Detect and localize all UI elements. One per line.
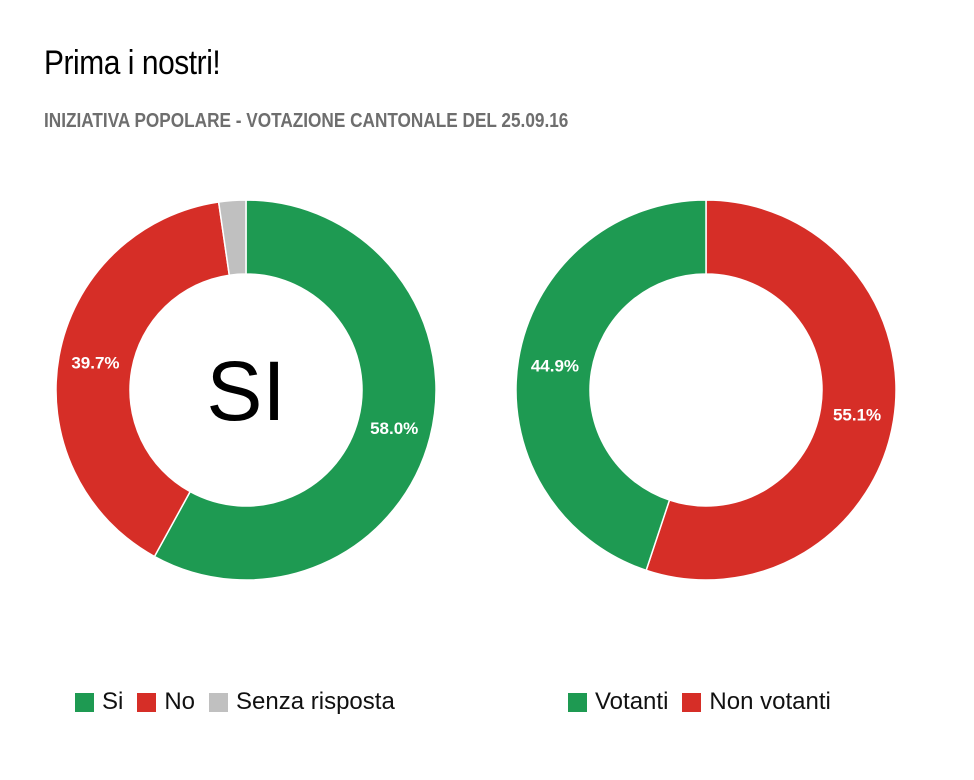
legend-vote: Si No Senza risposta [75, 688, 409, 716]
data-label-no: 39.7% [71, 354, 119, 373]
legend-item-senza-risposta: Senza risposta [209, 688, 395, 716]
legend-label-si: Si [102, 688, 124, 715]
legend-swatch-votanti [568, 692, 587, 712]
slice-non-votanti [645, 199, 897, 581]
slice-no [55, 201, 231, 558]
data-label-non-votanti: 55.1% [833, 405, 881, 424]
legend-label-votanti: Votanti [595, 688, 669, 715]
data-label-si: 58.0% [370, 419, 418, 438]
chart-subtitle: INIZIATIVA POPOLARE - VOTAZIONE CANTONAL… [44, 110, 569, 132]
legend-item-non-votanti: Non votanti [682, 688, 831, 716]
legend-turnout: Votanti Non votanti [568, 688, 845, 716]
legend-swatch-senza-risposta [209, 692, 229, 712]
legend-label-non-votanti: Non votanti [709, 688, 831, 715]
data-label-votanti: 44.9% [531, 357, 579, 376]
slice-votanti [515, 199, 707, 572]
center-label: SI [206, 344, 285, 438]
legend-label-senza-risposta: Senza risposta [236, 688, 395, 715]
legend-swatch-si [75, 692, 94, 712]
legend-item-votanti: Votanti [568, 688, 668, 716]
legend-label-no: No [164, 688, 196, 715]
legend-item-si: Si [75, 688, 123, 716]
slice-si [153, 199, 437, 581]
legend-item-no: No [137, 688, 195, 716]
legend-swatch-no [137, 692, 157, 712]
legend-swatch-non-votanti [682, 692, 702, 712]
chart-title: Prima i nostri! [44, 44, 221, 82]
slice-senza-risposta [217, 199, 247, 277]
